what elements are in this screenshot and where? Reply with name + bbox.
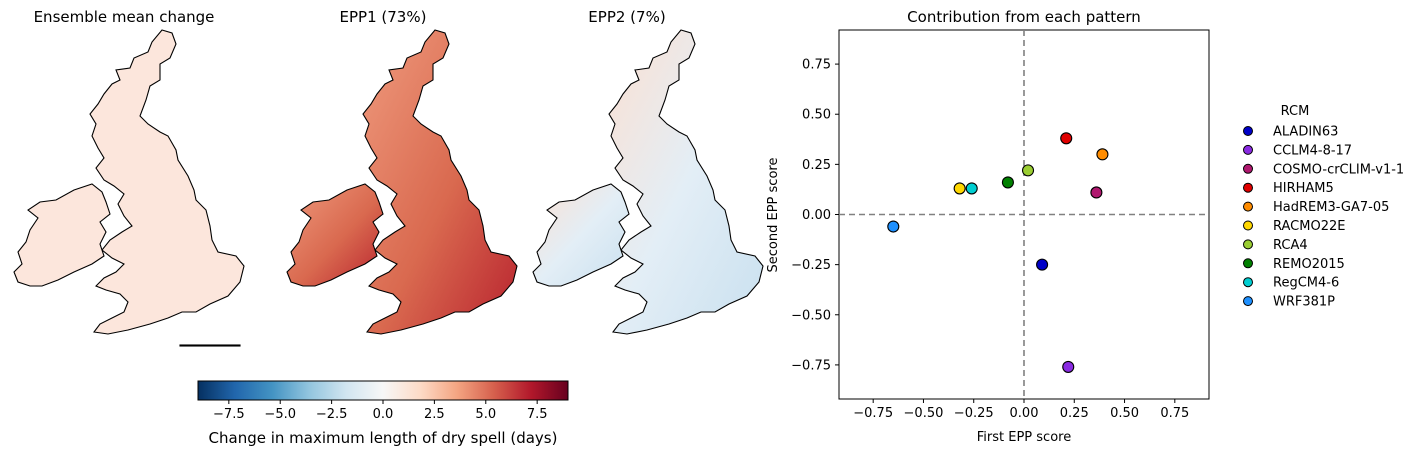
legend-marker <box>1243 201 1253 212</box>
data-points <box>887 132 1109 373</box>
y-tick-label: −0.25 <box>791 258 831 273</box>
colorbar-ticks: −7.5 −5.0 −2.5 0.0 2.5 5.0 7.5 <box>213 400 548 422</box>
point-cclm4-8-17 <box>1062 360 1075 373</box>
scatter-plot: −0.75 −0.50 −0.25 0.00 0.25 0.50 0.75 −0.75−0.… <box>791 29 1210 421</box>
legend-marker <box>1243 163 1253 174</box>
x-tick-label: −0.75 <box>853 406 893 421</box>
map-epp1 <box>286 29 518 335</box>
legend-marker <box>1243 277 1253 288</box>
legend-marker <box>1243 239 1253 250</box>
map-title-epp2: EPP2 (7%) <box>588 8 665 26</box>
point-remo2015 <box>1001 176 1014 189</box>
legend-marker <box>1243 144 1253 155</box>
point-regcm4-6 <box>965 182 978 195</box>
point-hadrem3-ga7-05 <box>1096 148 1109 161</box>
legend-label: COSMO-crCLIM-v1-1 <box>1273 162 1404 177</box>
point-wrf381p <box>887 220 900 233</box>
point-cosmo-crclim-v1-1 <box>1090 186 1103 199</box>
legend-label: RACMO22E <box>1273 219 1345 234</box>
colorbar-tick-label: 7.5 <box>527 407 548 422</box>
colorbar-tick-label: −2.5 <box>316 407 348 422</box>
x-axis-ticks: −0.75 −0.50 −0.25 0.00 0.25 0.50 0.75 <box>853 399 1189 421</box>
y-tick-label: −0.50 <box>791 308 831 323</box>
map-title-ensemble: Ensemble mean change <box>34 8 215 26</box>
point-aladin63 <box>1036 258 1049 271</box>
colorbar-tick-label: 5.0 <box>475 407 496 422</box>
x-tick-label: −0.50 <box>904 406 944 421</box>
y-tick-label: 0.00 <box>802 208 831 223</box>
x-axis-label: First EPP score <box>977 430 1071 445</box>
x-tick-label: 0.75 <box>1160 406 1189 421</box>
map-ensemble-mean <box>13 29 245 347</box>
colorbar: −7.5 −5.0 −2.5 0.0 2.5 5.0 7.5 Change in maxim… <box>197 380 569 447</box>
legend-label: REMO2015 <box>1273 257 1345 272</box>
y-tick-label: 0.25 <box>802 158 831 173</box>
map-epp2 <box>532 29 764 335</box>
colorbar-tick-label: 0.0 <box>373 407 394 422</box>
legend-label: HIRHAM5 <box>1273 181 1334 196</box>
legend-label: WRF381P <box>1273 295 1335 310</box>
x-tick-label: 0.00 <box>1010 406 1039 421</box>
legend-items: ALADIN63 CCLM4-8-17 COSMO-crCLIM-v1-1 HIRHA… <box>1243 125 1404 310</box>
legend-label: ALADIN63 <box>1273 125 1338 140</box>
legend-label: CCLM4-8-17 <box>1273 143 1352 158</box>
map-title-epp1: EPP1 (73%) <box>340 8 427 26</box>
x-tick-label: −0.25 <box>954 406 994 421</box>
colorbar-tick-label: 2.5 <box>424 407 445 422</box>
colorbar-label: Change in maximum length of dry spell (d… <box>209 429 558 447</box>
y-axis-label: Second EPP score <box>766 158 781 273</box>
legend-marker <box>1243 296 1253 307</box>
legend-label: HadREM3-GA7-05 <box>1273 200 1389 215</box>
x-tick-label: 0.50 <box>1110 406 1139 421</box>
y-axis-ticks: −0.75 −0.50 −0.25 0.00 0.25 0.50 0.75 <box>791 58 839 373</box>
point-racmo22e <box>953 182 966 195</box>
colorbar-tick-label: −7.5 <box>213 407 245 422</box>
reference-lines <box>839 30 1209 399</box>
point-hirham5 <box>1060 132 1073 145</box>
legend-marker <box>1243 220 1253 231</box>
legend-label: RegCM4-6 <box>1273 276 1339 291</box>
legend-marker <box>1243 126 1253 136</box>
legend-marker <box>1243 258 1253 269</box>
point-rca4 <box>1021 164 1035 177</box>
legend-title: RCM <box>1281 104 1310 119</box>
x-tick-label: 0.25 <box>1060 406 1089 421</box>
chart-title: Contribution from each pattern <box>907 8 1141 26</box>
legend: RCM ALADIN63 CCLM4-8-17 COSMO-crCLIM-v1-1 H… <box>1243 104 1404 310</box>
y-tick-label: 0.75 <box>802 58 831 73</box>
legend-marker <box>1243 182 1253 193</box>
y-tick-label: −0.75 <box>791 358 831 373</box>
y-tick-label: 0.50 <box>802 108 831 123</box>
legend-label: RCA4 <box>1273 238 1308 253</box>
colorbar-tick-label: −5.0 <box>264 407 296 422</box>
